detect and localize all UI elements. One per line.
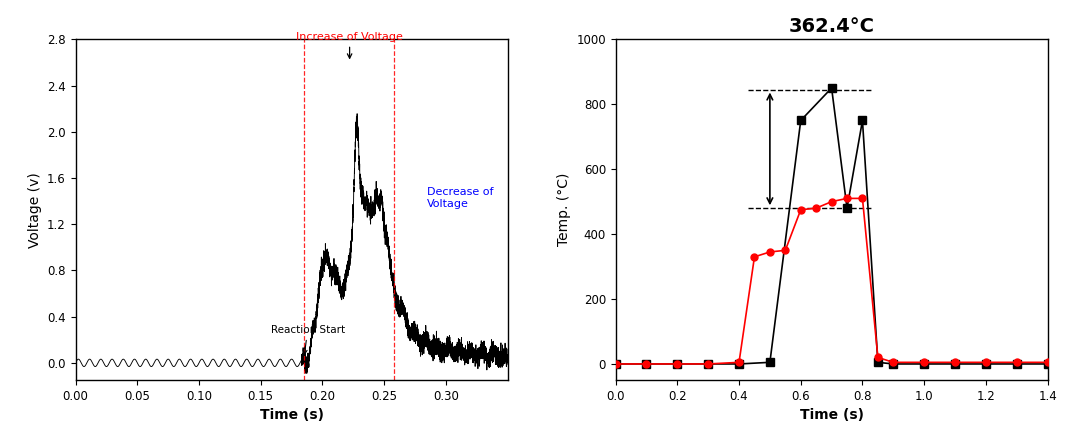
Text: Decrease of
Voltage: Decrease of Voltage — [428, 187, 494, 209]
Text: Reaction Start: Reaction Start — [271, 325, 345, 354]
Y-axis label: Temp. (°C): Temp. (°C) — [556, 173, 570, 246]
X-axis label: Time (s): Time (s) — [259, 409, 324, 423]
Text: Increase of Voltage: Increase of Voltage — [296, 31, 403, 58]
Y-axis label: Voltage (v): Voltage (v) — [28, 172, 41, 248]
Title: 362.4°C: 362.4°C — [788, 17, 875, 36]
X-axis label: Time (s): Time (s) — [799, 409, 864, 423]
